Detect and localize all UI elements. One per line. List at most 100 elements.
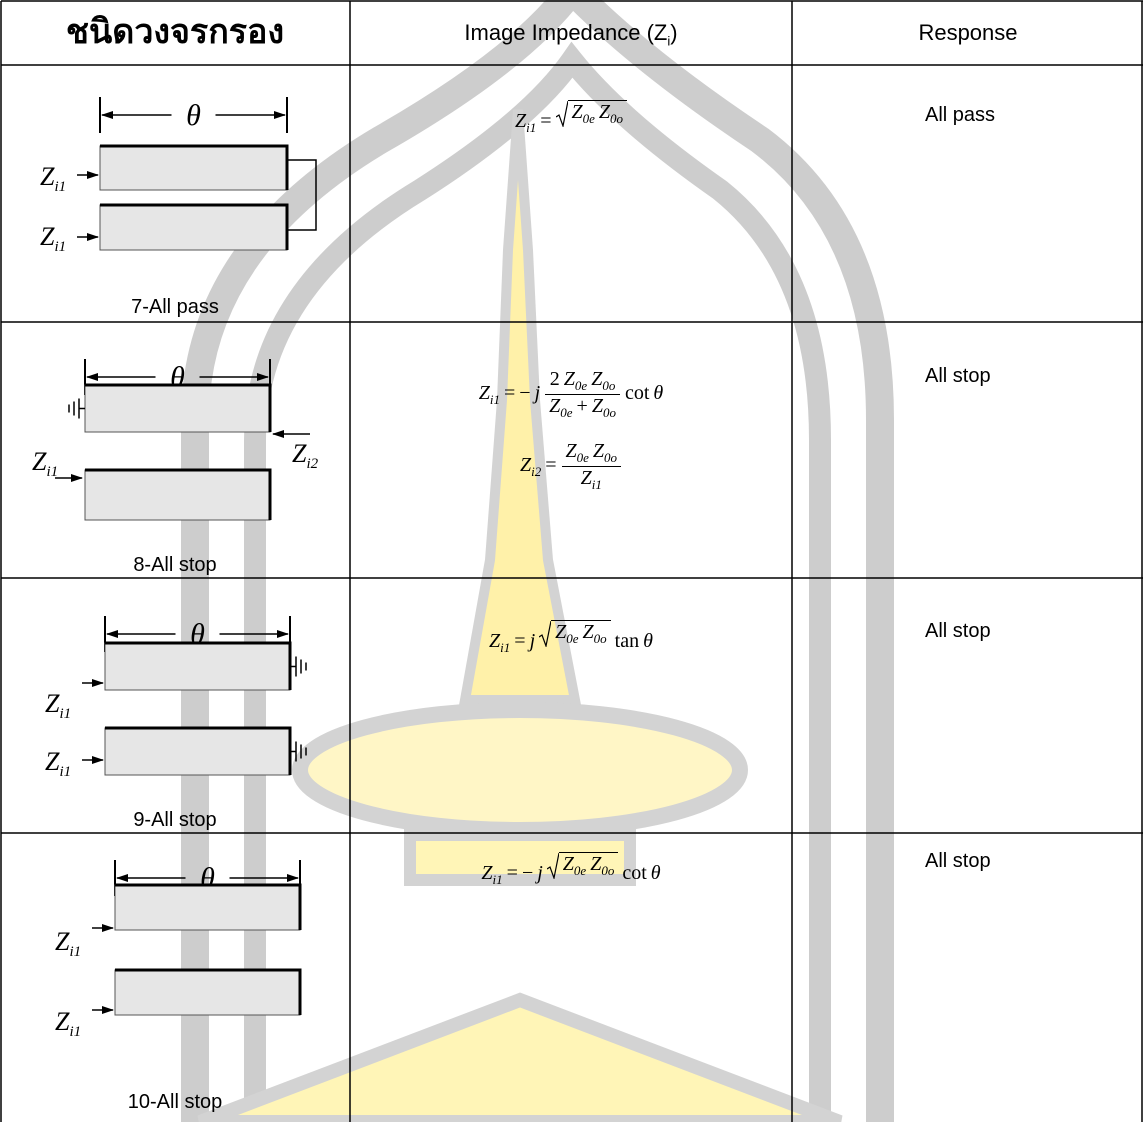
math-token: = — [514, 630, 526, 652]
diagram-caption: 9-All stop — [133, 809, 217, 831]
math-var: Z0e — [565, 440, 589, 465]
ground — [290, 656, 307, 677]
diagram-caption: 7-All pass — [131, 296, 219, 318]
port-subscript: i1 — [46, 464, 58, 480]
header-type: ชนิดวงจรกรอง — [65, 13, 285, 51]
radical-path — [539, 621, 552, 647]
response: All stop — [925, 850, 991, 872]
var-sub: i1 — [489, 392, 501, 408]
sqrt: Z0e Z0o — [546, 852, 619, 879]
header-text: ) — [670, 20, 678, 45]
var-base: Z — [489, 630, 501, 652]
header-text: Image Impedance (Z — [464, 20, 668, 45]
port-symbol: Z — [45, 747, 60, 776]
var-base: Z — [478, 382, 490, 405]
var-sub: i1 — [500, 640, 511, 655]
math-var: Z0o — [590, 853, 615, 878]
coupled-line — [99, 145, 288, 191]
var-base: Z — [562, 853, 574, 875]
port-symbol: Z — [55, 927, 70, 956]
radical-path — [546, 853, 559, 879]
port-subscript: i1 — [59, 706, 71, 722]
var-sub: 0o — [604, 450, 618, 465]
math-var: Z0e — [555, 621, 579, 646]
diagram-caption: 8-All stop — [133, 554, 217, 576]
port-symbol: Z — [45, 689, 60, 718]
math-token: cot — [624, 382, 650, 405]
var-sub: 0o — [593, 631, 607, 646]
numerator: Z0e Z 0o — [561, 440, 622, 467]
port-label: Zi1 — [55, 927, 81, 960]
radicand: Z0e Z0o — [567, 100, 628, 127]
ground — [290, 741, 307, 762]
header-response: Response — [918, 20, 1018, 45]
var-sub: i1 — [492, 872, 503, 887]
port-label: Zi1 — [40, 162, 66, 195]
math-var: Zi1 — [581, 467, 602, 492]
math-italic: θ — [643, 630, 653, 652]
header-impedance: Image Impedance (Zi) — [350, 0, 792, 65]
response: All stop — [925, 365, 991, 387]
port-subscript: i2 — [306, 456, 318, 472]
math-italic: j — [534, 382, 541, 405]
math-var: Z0o — [592, 395, 616, 420]
formula: Zi1 = j Z0e Z0o tan θ — [350, 620, 792, 656]
math-token: + — [576, 395, 588, 417]
port-symbol: Z — [292, 439, 307, 468]
var-sub: 0e — [560, 405, 573, 420]
diagram-caption: 10-All stop — [127, 1091, 223, 1113]
denominator: Zi1 — [562, 467, 622, 493]
short-circuit — [287, 159, 317, 231]
var-base: Z — [555, 621, 567, 643]
math-var: Z0e — [572, 101, 595, 126]
var-sub: 0o — [602, 405, 616, 420]
var-base: Z — [514, 110, 527, 132]
math-italic: j — [529, 630, 536, 652]
var-sub: 0e — [576, 450, 589, 465]
math-italic: j — [537, 862, 543, 884]
sqrt: Z0e Z0o — [555, 100, 628, 127]
coupled-line — [104, 727, 291, 776]
coupled-line — [84, 469, 271, 521]
coupled-line — [84, 384, 271, 433]
port-subscript: i1 — [69, 944, 81, 960]
denominator: Z0e + Z0o — [545, 395, 620, 421]
port-label: Zi1 — [32, 447, 58, 480]
math-token: − — [521, 862, 534, 884]
math-var: Zi2 — [520, 454, 541, 479]
var-sub: 0e — [566, 631, 579, 646]
port-label: Zi1 — [55, 1007, 81, 1040]
port-label: Zi1 — [45, 747, 71, 780]
var-base: Z — [565, 440, 577, 462]
formula: Zi1 = − j Z0e Z0o cot θ — [350, 852, 792, 888]
math-var: Zi1 — [514, 110, 536, 135]
var-sub: 0o — [610, 111, 624, 126]
var-sub: 0o — [602, 378, 616, 393]
formula: Zi1 = − j 2 Z0e Z0o Z0e + Z0o cot θ — [350, 368, 792, 421]
fraction: Z0e Z 0o Zi1 — [561, 440, 622, 493]
math-token: = — [506, 862, 518, 884]
math-var: Z0e — [549, 395, 573, 420]
coupled-line — [114, 969, 301, 1016]
port-subscript: i1 — [59, 764, 71, 780]
var-base: Z — [563, 368, 575, 390]
math-token: cot — [622, 862, 647, 884]
math-var: Zi1 — [481, 862, 503, 887]
math-var: Z0o — [591, 368, 616, 393]
sqrt: Z0e Z0o — [539, 620, 611, 647]
var-base: Z — [598, 101, 611, 123]
var-sub: 0o — [601, 863, 615, 878]
numerator: 2 Z0e Z0o — [545, 368, 620, 395]
var-base: Z — [582, 621, 594, 643]
var-base: Z — [590, 853, 602, 875]
math-var: Z0o — [598, 101, 624, 126]
port-symbol: Z — [40, 222, 55, 251]
port-subscript: i1 — [69, 1024, 81, 1040]
math-token: tan — [614, 630, 640, 652]
formula: Zi2 = Z0e Z0o Zi1 — [350, 440, 792, 493]
